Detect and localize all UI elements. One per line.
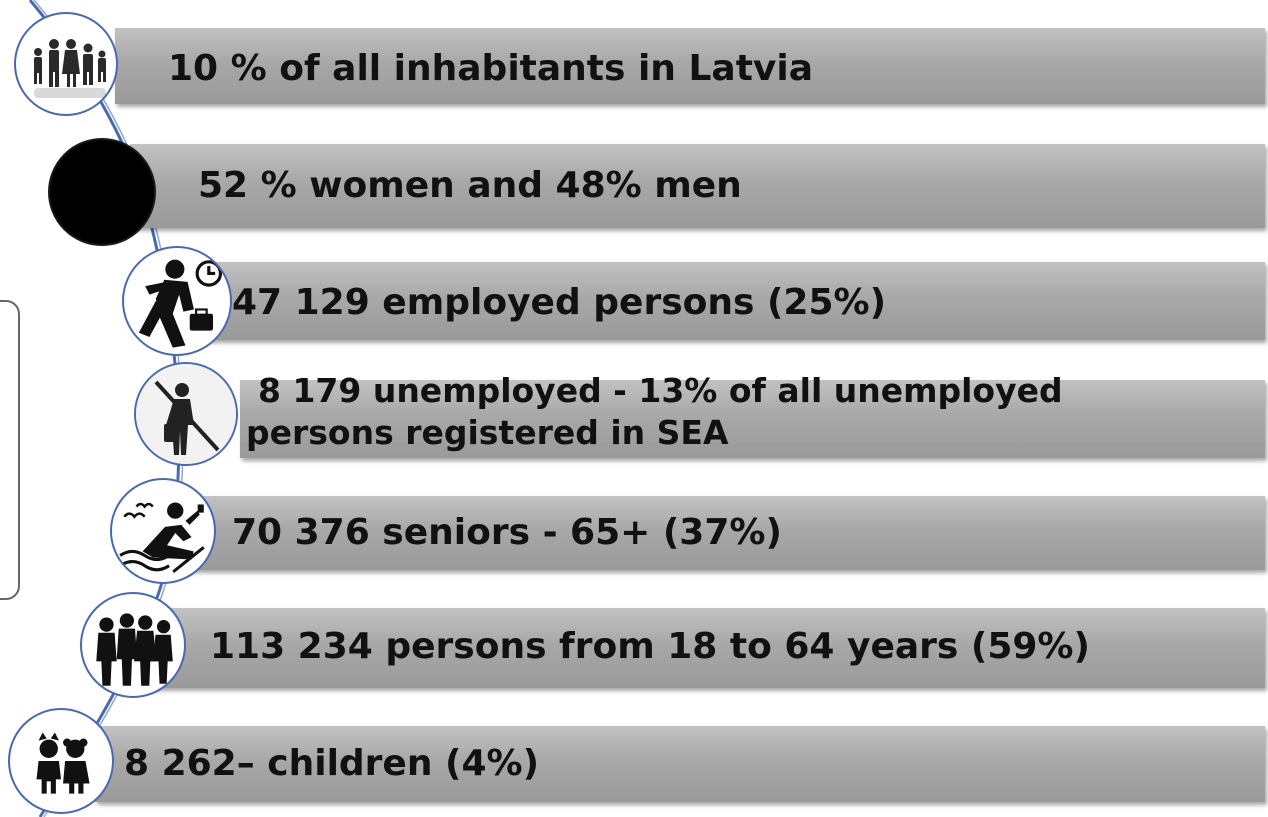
side-frame <box>0 300 20 600</box>
item-5-text: 70 376 seniors - 65+ (37%) <box>232 512 782 553</box>
item-3-text: 47 129 employed persons (25%) <box>232 282 887 323</box>
black-circle-icon <box>48 138 156 246</box>
item-2-text: 52 % women and 48% men <box>198 165 742 206</box>
senior-relaxing-icon <box>110 478 216 584</box>
item-6-text: 113 234 persons from 18 to 64 years (59%… <box>210 626 1090 667</box>
item-4-text-line1: 8 179 unemployed - 13% of all unemployed <box>258 371 1063 410</box>
item-4-text-line2: persons registered in SEA <box>246 413 729 452</box>
bar-3 <box>185 262 1265 340</box>
bar-1 <box>115 28 1265 104</box>
bar-7 <box>95 726 1265 802</box>
adults-group-icon <box>80 592 186 698</box>
bar-5 <box>180 496 1265 570</box>
item-7-text: 8 262– children (4%) <box>124 743 540 784</box>
bar-2 <box>130 144 1265 228</box>
family-icon <box>14 12 118 116</box>
no-work-icon <box>134 362 238 466</box>
bar-6 <box>140 608 1265 688</box>
item-1-text: 10 % of all inhabitants in Latvia <box>168 48 814 89</box>
bar-4 <box>240 380 1265 458</box>
children-icon <box>8 708 114 814</box>
businessman-walking-icon <box>122 246 232 356</box>
